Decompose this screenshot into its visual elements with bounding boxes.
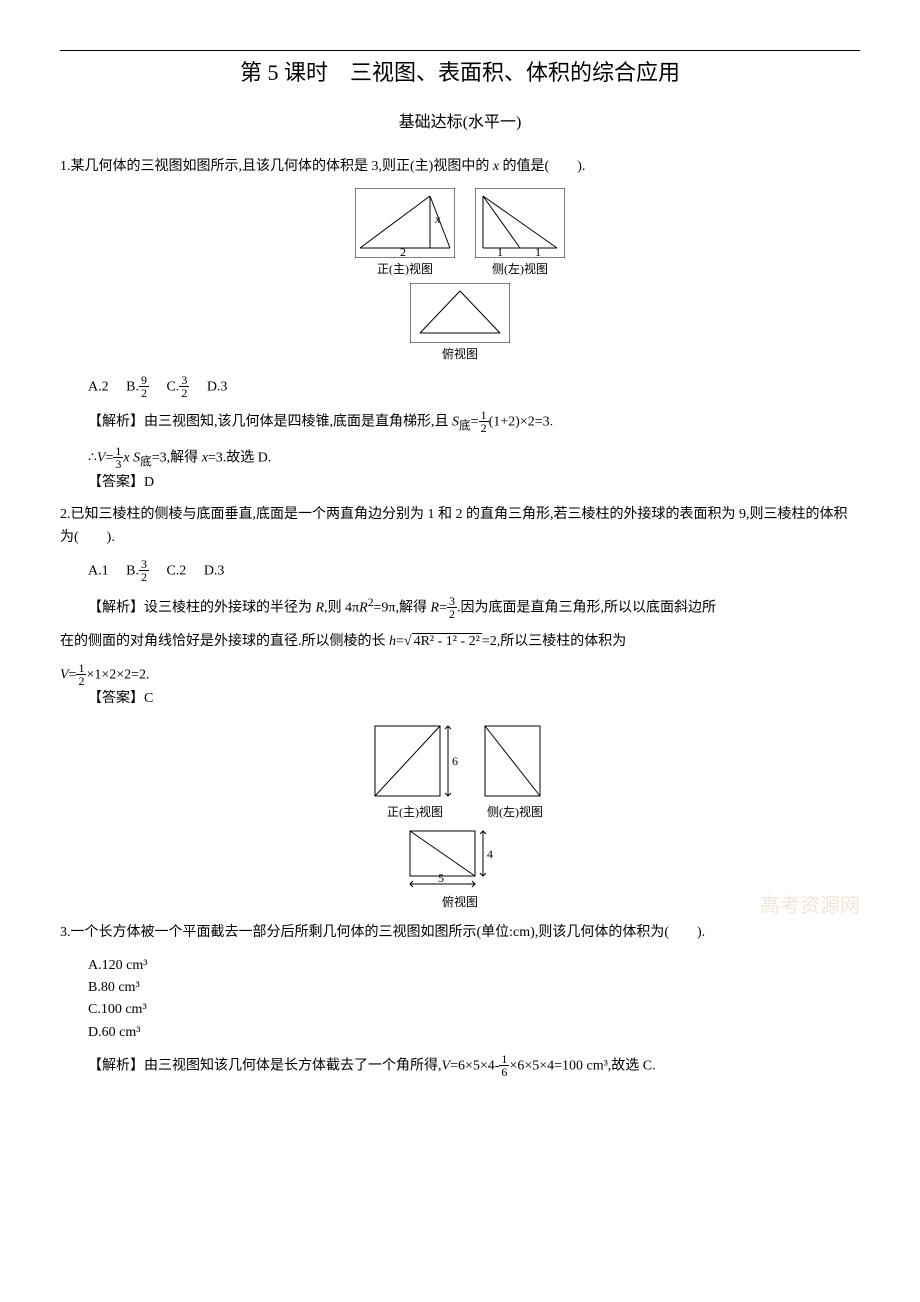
q1-top-caption: 俯视图 [410,345,510,364]
q3-top-view-svg: 4 5 [405,826,515,891]
q2-sol-R: R [316,601,325,616]
q2-opt-a: A.1 [88,564,109,579]
section-subtitle: 基础达标(水平一) [60,110,860,136]
q3-sol-eq: =6×5×4- [450,1059,499,1074]
q2-opt-d: D.3 [204,564,225,579]
q1-sol-S: S [452,414,459,429]
q1-front-view-svg: x 2 [355,188,455,258]
q2-solution-3: V=12×1×2×2=2. [60,663,860,688]
q1-base-2: 2 [400,245,406,258]
q2-sol-R3: R [431,601,440,616]
q3-sol-frac: 16 [499,1053,509,1078]
q3-w-label: 5 [438,871,444,885]
q1-side-1b: 1 [535,245,541,258]
q2-sol-mid1: ,则 4π [324,601,359,616]
question-3: 3.一个长方体被一个平面截去一部分后所剩几何体的三视图如图所示(单位:cm),则… [60,922,860,944]
q2-sol3-frac: 12 [76,662,86,687]
q1-sol2-eq: = [105,450,113,465]
q2-sol3-V: V [60,668,69,683]
q1-sol-eq: = [471,414,479,429]
q1-figure: x 2 正(主)视图 1 1 侧(左)视图 [60,188,860,364]
q1-sol2-frac: 13 [113,445,123,470]
q2-sol2-h: h [389,634,396,649]
q3-front-view-svg: 6 [370,721,460,801]
q2-options: A.1 B.32 C.2 D.3 [88,559,860,584]
q3-d-label: 4 [487,847,493,861]
q3-top-caption: 俯视图 [405,893,515,912]
q1-opt-c-frac: 32 [179,374,189,399]
q1-sol-sub: 底 [459,419,471,432]
q1-options: A.2 B.92 C.32 D.3 [88,375,860,400]
q1-sol-pre: 【解析】由三视图知,该几何体是四棱锥,底面是直角梯形,且 [88,414,452,429]
q2-sol2-post: =2,所以三棱柱的体积为 [482,634,626,649]
q2-solution-2: 在的侧面的对角线恰好是外接球的直径.所以侧棱的长 h=√4R² - 1² - 2… [60,631,860,653]
q2-opt-b-frac: 32 [139,558,149,583]
q3-sol-V: V [442,1059,451,1074]
q2-sol-R2: R [359,601,368,616]
q2-sol-frac: 32 [447,595,457,620]
q1-opt-c-label: C. [166,379,179,394]
q2-sol-mid2: =9π,解得 [374,601,431,616]
q1-side-1a: 1 [497,245,503,258]
q1-front-caption: 正(主)视图 [355,260,455,279]
question-1: 1.某几何体的三视图如图所示,且该几何体的体积是 3,则正(主)视图中的 x 的… [60,156,860,178]
q1-answer: 【答案】D [88,472,860,494]
q1-opt-b-label: B. [126,379,139,394]
question-2: 2.已知三棱柱的侧棱与底面垂直,底面是一个两直角边分别为 1 和 2 的直角三角… [60,504,860,549]
q1-stem-pre: 1.某几何体的三视图如图所示,且该几何体的体积是 3,则正(主)视图中的 [60,159,493,174]
sqrt-icon: √ [404,634,412,649]
q2-sol3-post: ×1×2×2=2. [86,668,149,683]
q2-answer: 【答案】C [88,688,860,710]
q1-sol2-mid: =3,解得 [152,450,202,465]
q3-figure: 6 正(主)视图 侧(左)视图 4 5 [60,721,860,912]
q3-side-caption: 侧(左)视图 [480,803,550,822]
q3-sol-post: ×6×5×4=100 cm³,故选 C. [509,1059,655,1074]
q2-sol-post: .因为底面是直角三角形,所以以底面斜边所 [457,601,716,616]
q3-opt-b: B.80 cm³ [88,977,860,999]
q2-sol-pre: 【解析】设三棱柱的外接球的半径为 [88,601,316,616]
lesson-title: 第 5 课时 三视图、表面积、体积的综合应用 [60,55,860,90]
q1-opt-d: D.3 [207,379,228,394]
q3-solution: 【解析】由三视图知该几何体是长方体截去了一个角所得,V=6×5×4-16×6×5… [88,1054,860,1079]
q2-sol3-eq: = [69,668,77,683]
q1-sol2-end: =3.故选 D. [208,450,272,465]
q1-opt-b-frac: 92 [139,374,149,399]
q1-side-view-svg: 1 1 [475,188,565,258]
q3-h-label: 6 [452,754,458,768]
q2-solution-1: 【解析】设三棱柱的外接球的半径为 R,则 4πR2=9π,解得 R=32.因为底… [88,594,860,621]
q2-opt-c: C.2 [166,564,186,579]
q2-sol2-pre: 在的侧面的对角线恰好是外接球的直径.所以侧棱的长 [60,634,389,649]
q2-sqrt-content: 4R² - 1² - 2² [412,633,482,649]
q1-opt-a: A.2 [88,379,109,394]
q3-sol-pre: 【解析】由三视图知该几何体是长方体截去了一个角所得, [88,1059,442,1074]
q2-opt-b-label: B. [126,564,139,579]
q1-solution-1: 【解析】由三视图知,该几何体是四棱锥,底面是直角梯形,且 S底=12(1+2)×… [88,410,860,436]
q3-opt-d: D.60 cm³ [88,1022,860,1044]
q3-opt-a: A.120 cm³ [88,955,860,977]
q3-front-caption: 正(主)视图 [370,803,460,822]
q1-solution-2: ∴V=13x S底=3,解得 x=3.故选 D. [88,446,860,472]
q1-stem-post: 的值是( ). [499,159,585,174]
q1-sol2-sub: 底 [140,455,152,468]
q1-sol-post: (1+2)×2=3. [489,414,554,429]
q2-sol-eq: = [439,601,447,616]
q3-opt-c: C.100 cm³ [88,999,860,1021]
q1-side-caption: 侧(左)视图 [475,260,565,279]
q1-sol2-pre: ∴ [88,450,97,465]
q1-sol2-S: S [130,450,141,465]
q1-sol-frac: 12 [479,409,489,434]
top-rule [60,50,860,51]
q3-side-view-svg [480,721,550,801]
q2-sol2-eq: = [396,634,404,649]
q1-top-view-svg [410,283,510,343]
q1-x-label: x [434,212,441,226]
